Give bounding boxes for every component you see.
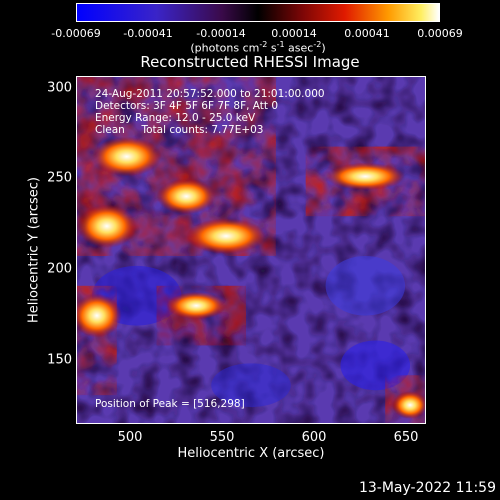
peak-position-annotation: Position of Peak = [516,298] (95, 398, 245, 410)
colorbar-tick-label: 0.00041 (344, 27, 390, 40)
y-axis-label: Heliocentric Y (arcsec) (26, 177, 42, 323)
colorbar-tick-label: 0.00014 (271, 27, 317, 40)
y-tick-label: 300 (47, 80, 72, 96)
y-tick-label: 200 (47, 261, 72, 277)
energy-range-annotation: Energy Range: 12.0 - 25.0 keV (95, 112, 256, 124)
colorbar-tick-label: -0.00041 (123, 27, 173, 40)
y-tick-label: 250 (47, 170, 72, 186)
chart-title: Reconstructed RHESSI Image (140, 53, 360, 71)
colorbar (76, 3, 440, 22)
y-tick-label: 150 (47, 352, 72, 368)
x-tick-label: 500 (117, 430, 143, 445)
clean-counts-annotation: Clean Total counts: 7.77E+03 (95, 124, 264, 136)
heatmap-plot-area (76, 76, 426, 424)
colorbar-unit-label: (photons cm-2 s-1 asec-2) (190, 40, 326, 55)
date-stamp: 13-May-2022 11:59 (358, 480, 496, 496)
colorbar-tick-label: -0.00014 (196, 27, 246, 40)
colorbar-tick-label: 0.00069 (417, 27, 463, 40)
x-tick-label: 550 (209, 430, 235, 445)
time-range-annotation: 24-Aug-2011 20:57:52.000 to 21:01:00.000 (95, 88, 325, 100)
x-tick-label: 650 (393, 430, 419, 445)
heatmap-peaks (77, 136, 425, 420)
colorbar-tick-label: -0.00069 (51, 27, 101, 40)
detectors-annotation: Detectors: 3F 4F 5F 6F 7F 8F, Att 0 (95, 100, 279, 112)
heatmap-blue-regions (91, 255, 411, 408)
x-tick-label: 600 (301, 430, 327, 445)
x-axis-label: Heliocentric X (arcsec) (177, 446, 325, 461)
